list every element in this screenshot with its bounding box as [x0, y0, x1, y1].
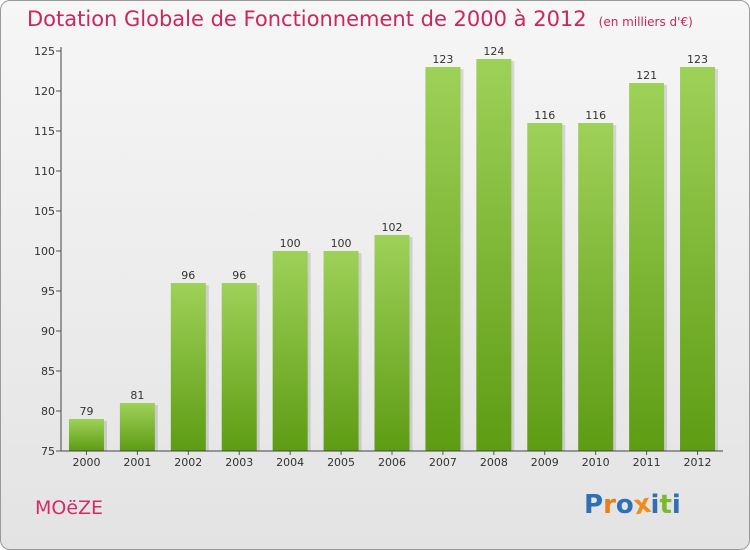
- data-label: 123: [432, 53, 453, 66]
- data-label: 121: [636, 69, 657, 82]
- x-tick-label: 2010: [582, 456, 610, 469]
- bar: [629, 83, 665, 451]
- y-tick-label: 110: [34, 165, 55, 178]
- x-tick-label: 2000: [72, 456, 100, 469]
- data-label: 116: [585, 109, 606, 122]
- x-tick-label: 2008: [480, 456, 508, 469]
- x-tick-label: 2006: [378, 456, 406, 469]
- bar: [527, 123, 563, 451]
- proxiti-logo: Proxiti: [584, 488, 681, 522]
- x-tick-label: 2003: [225, 456, 253, 469]
- data-label: 79: [79, 405, 93, 418]
- bar: [68, 419, 104, 451]
- bar: [578, 123, 614, 451]
- chart-subtitle: (en milliers d'€): [598, 15, 693, 29]
- chart-title: Dotation Globale de Fonctionnement de 20…: [27, 7, 693, 31]
- x-tick-label: 2001: [123, 456, 151, 469]
- x-tick-label: 2002: [174, 456, 202, 469]
- commune-name: MOëZE: [35, 497, 104, 519]
- data-label: 100: [331, 237, 352, 250]
- bar: [323, 251, 359, 451]
- data-label: 124: [483, 45, 504, 58]
- y-tick-label: 85: [41, 365, 55, 378]
- y-tick-label: 105: [34, 205, 55, 218]
- bar: [221, 283, 257, 451]
- y-tick-label: 125: [34, 45, 55, 58]
- x-tick-label: 2011: [633, 456, 661, 469]
- y-tick-label: 80: [41, 405, 55, 418]
- x-tick-label: 2009: [531, 456, 559, 469]
- x-tick-label: 2005: [327, 456, 355, 469]
- data-label: 96: [181, 269, 195, 282]
- y-tick-label: 120: [34, 85, 55, 98]
- chart-title-text: Dotation Globale de Fonctionnement de 20…: [27, 7, 587, 31]
- y-tick-label: 75: [41, 445, 55, 458]
- x-tick-label: 2007: [429, 456, 457, 469]
- bar: [119, 403, 155, 451]
- bar: [374, 235, 410, 451]
- data-label: 96: [232, 269, 246, 282]
- y-tick-label: 95: [41, 285, 55, 298]
- y-tick-label: 90: [41, 325, 55, 338]
- y-tick-label: 100: [34, 245, 55, 258]
- bar: [680, 67, 716, 451]
- x-tick-label: 2012: [684, 456, 712, 469]
- data-label: 102: [382, 221, 403, 234]
- data-label: 81: [130, 389, 144, 402]
- bar: [272, 251, 308, 451]
- y-tick-label: 115: [34, 125, 55, 138]
- bar: [170, 283, 206, 451]
- data-label: 100: [280, 237, 301, 250]
- data-label: 123: [687, 53, 708, 66]
- bar: [476, 59, 512, 451]
- x-tick-label: 2004: [276, 456, 304, 469]
- bar: [425, 67, 461, 451]
- data-label: 116: [534, 109, 555, 122]
